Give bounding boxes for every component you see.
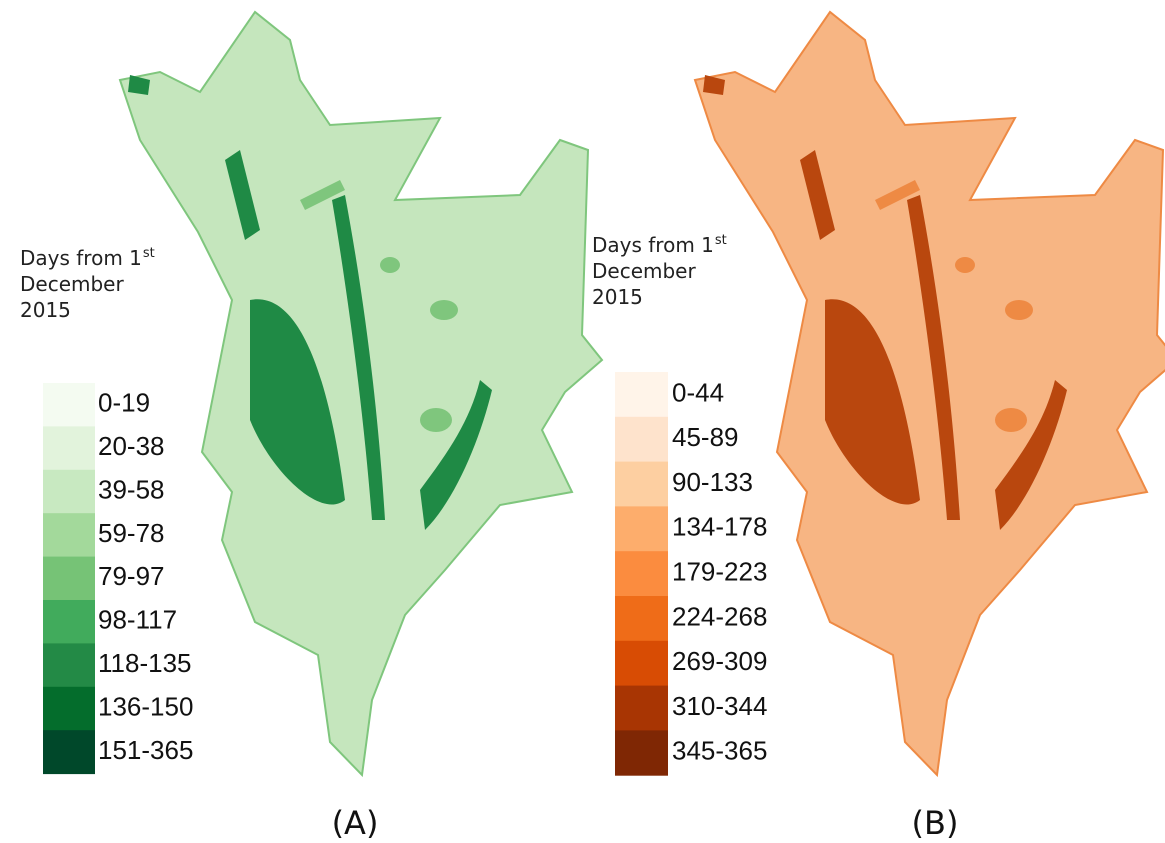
legend-label: 90-133	[672, 467, 753, 497]
legend-swatch	[615, 551, 668, 596]
legend-swatch	[43, 557, 95, 601]
figure: Days from 1stDecember20150-1920-3839-585…	[0, 0, 1165, 843]
legend-swatch	[43, 426, 95, 470]
legend-superscript: st	[715, 233, 727, 248]
legend-swatch	[615, 462, 668, 507]
legend-label: 98-117	[98, 605, 177, 635]
legend-title: December	[592, 259, 696, 283]
legend-label: 20-38	[98, 431, 165, 461]
legend-title: 2015	[592, 285, 643, 309]
legend-label: 0-19	[98, 388, 150, 418]
legend-label: 59-78	[98, 518, 165, 548]
legend-swatch	[43, 643, 95, 687]
legend-swatch	[43, 513, 95, 557]
legend-title: December	[20, 272, 124, 296]
legend-label: 345-365	[672, 736, 767, 766]
legend-swatch	[615, 372, 668, 417]
legend-swatch	[43, 383, 95, 427]
panel-label: (B)	[912, 804, 959, 842]
legend-swatch	[43, 730, 95, 774]
legend-label: 45-89	[672, 422, 739, 452]
legend-swatch	[615, 417, 668, 462]
legend-swatch	[615, 641, 668, 686]
legend-label: 136-150	[98, 691, 193, 721]
legend-label: 224-268	[672, 601, 767, 631]
legend-label: 179-223	[672, 556, 767, 586]
legend-label: 79-97	[98, 561, 165, 591]
legend-label: 134-178	[672, 512, 767, 542]
legend-superscript: st	[143, 246, 155, 261]
legend-swatch	[615, 506, 668, 551]
legend-label: 269-309	[672, 646, 767, 676]
legend-label: 0-44	[672, 377, 724, 407]
legend-label: 151-365	[98, 735, 193, 765]
legend-label: 39-58	[98, 474, 165, 504]
legend-swatch	[615, 686, 668, 731]
legend-label: 118-135	[98, 648, 192, 678]
legend-swatch	[43, 600, 95, 644]
legend-swatch	[43, 687, 95, 731]
legend-swatch	[615, 596, 668, 641]
legend-title: Days from 1	[592, 233, 714, 257]
legend-swatch	[615, 730, 668, 775]
legend-label: 310-344	[672, 691, 767, 721]
legend-title: 2015	[20, 298, 71, 322]
map	[120, 12, 602, 775]
legend-swatch	[43, 470, 95, 514]
panel-label: (A)	[332, 804, 379, 842]
legend-title: Days from 1	[20, 246, 142, 270]
